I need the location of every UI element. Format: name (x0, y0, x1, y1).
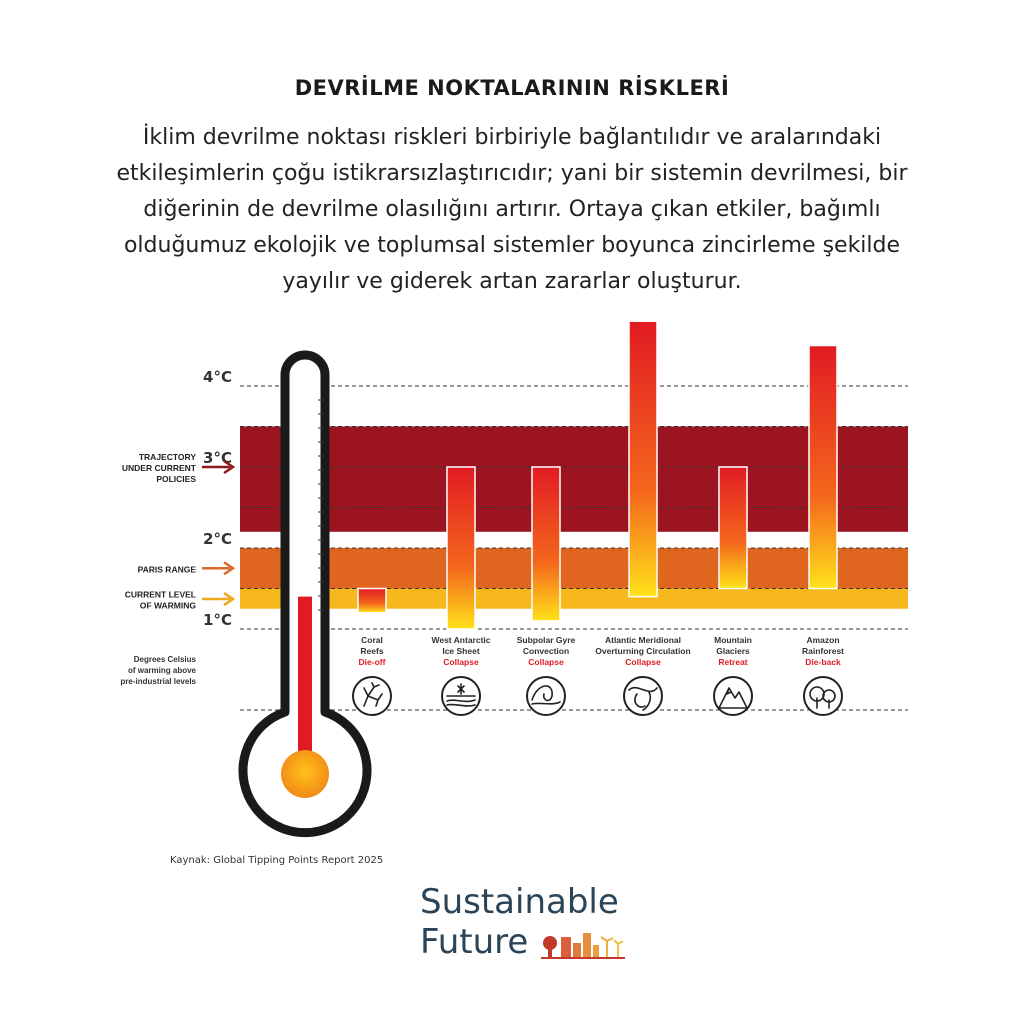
y-axis: 1°C2°C3°C4°C (203, 368, 232, 629)
wave-icon (526, 676, 566, 716)
bar (357, 587, 387, 614)
band-paris (240, 548, 908, 589)
arrow-head-icon (223, 459, 236, 475)
intro-paragraph: İklim devrilme noktası riskleri birbiriy… (70, 120, 954, 300)
icon-glyph (718, 687, 748, 709)
category-name: Rainforest (802, 646, 844, 656)
y-tick-label: 4°C (203, 368, 232, 386)
gridlines (240, 385, 908, 711)
y-axis-label-line: of warming above (128, 666, 197, 675)
arrow-head-icon (223, 591, 236, 607)
band-label: PARIS RANGE (138, 564, 197, 574)
intro-line: İklim devrilme noktası riskleri birbiriy… (142, 125, 882, 150)
y-axis-label-line: pre-industrial levels (120, 677, 196, 686)
band-current (240, 588, 908, 609)
warming-bands (240, 426, 908, 609)
band-label: CURRENT LEVEL (125, 590, 196, 600)
ocean-current-icon (623, 676, 663, 716)
band-label: TRAJECTORY (139, 452, 196, 462)
intro-line: etkileşimlerin çoğu istikrarsızlaştırıcı… (116, 161, 908, 186)
y-axis-label-line: Degrees Celsius (134, 655, 197, 664)
city-skyline-icon (541, 932, 626, 959)
icon-glyph (446, 683, 476, 707)
category-impact: Collapse (443, 657, 479, 667)
intro-line: diğerinin de devrilme olasılığını artırı… (143, 197, 881, 222)
bar (446, 466, 476, 630)
category-name: Subpolar Gyre (517, 635, 576, 645)
bar (718, 466, 748, 590)
bar (628, 320, 658, 598)
bar (808, 344, 838, 590)
intro-line: olduğumuz ekolojik ve toplumsal sistemle… (123, 233, 901, 258)
band-label: POLICIES (156, 474, 196, 484)
category-icons (352, 676, 843, 716)
source-note: Kaynak: Global Tipping Points Report 202… (170, 855, 384, 866)
category-name: Reefs (360, 646, 383, 656)
category-impact: Die-off (359, 657, 386, 667)
icon-glyph (809, 686, 836, 709)
category-name: West Antarctic (431, 635, 490, 645)
thermometer-mercury (298, 596, 312, 770)
category-name: Coral (361, 635, 383, 645)
icon-ring (526, 676, 566, 716)
y-tick-label: 2°C (203, 530, 232, 548)
ice-sheet-icon (441, 676, 481, 716)
band-label: OF WARMING (140, 601, 197, 611)
tree-icon (803, 676, 843, 716)
icon-ring (352, 676, 392, 716)
category-impact: Collapse (625, 657, 661, 667)
category-impact: Collapse (528, 657, 564, 667)
bars (357, 320, 838, 630)
thermometer (238, 350, 372, 838)
category-name: Overturning Circulation (595, 646, 690, 656)
bar (531, 466, 561, 622)
logo-line-1: Sustainable (420, 882, 619, 922)
icon-glyph (363, 682, 383, 707)
category-name: Atlantic Meridional (605, 635, 681, 645)
thermometer-bulb (281, 750, 329, 798)
category-name: Amazon (806, 635, 839, 645)
page-title: DEVRİLME NOKTALARININ RİSKLERİ (294, 76, 730, 100)
y-tick-label: 1°C (203, 611, 232, 629)
icon-ring (623, 676, 663, 716)
arrow-head-icon (223, 561, 236, 576)
band-trajectory (240, 426, 908, 532)
icon-glyph (531, 685, 561, 705)
band-label: UNDER CURRENT (122, 463, 197, 473)
category-impact: Retreat (718, 657, 747, 667)
coral-icon (352, 676, 392, 716)
logo: Sustainable Future (420, 882, 660, 962)
category-impact: Die-back (805, 657, 841, 667)
category-name: Glaciers (716, 646, 750, 656)
category-name: Convection (523, 646, 569, 656)
mountain-icon (713, 676, 753, 716)
intro-line: yayılır ve giderek artan zararlar oluştu… (282, 269, 742, 294)
category-name: Ice Sheet (442, 646, 479, 656)
thermometer-outline (238, 350, 372, 838)
icon-glyph (628, 686, 658, 711)
logo-line-2: Future (420, 922, 529, 962)
y-axis-label: Degrees Celsius of warming above pre-indus… (120, 655, 196, 686)
category-name: Mountain (714, 635, 752, 645)
